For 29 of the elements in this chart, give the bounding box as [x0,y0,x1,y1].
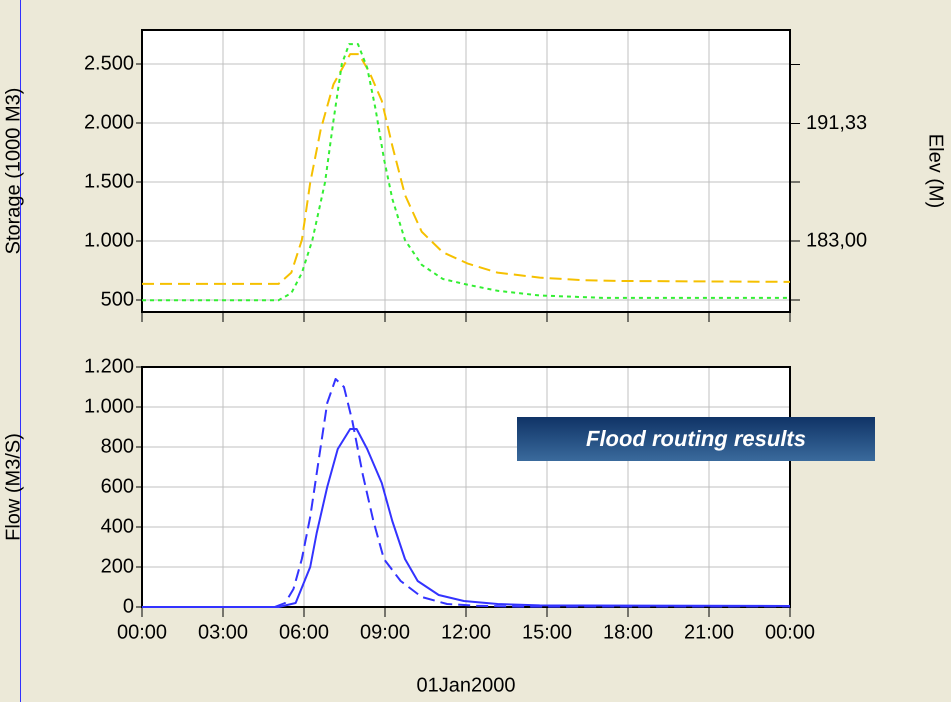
y-tick-label: 500 [100,288,134,311]
y2-tick-label: 183,00 [806,230,868,252]
y2-axis-title: Elev (M) [924,134,946,208]
x-tick-label: 12:00 [440,622,492,644]
y-tick-label: 600 [100,476,134,498]
x-tick-label: 00:00 [116,622,168,644]
x-tick-label: 00:00 [764,622,816,644]
y-tick-label: 1.000 [84,396,134,418]
x-tick-label: 03:00 [198,622,248,644]
banner-box: Flood routing results [517,417,875,461]
x-tick-label: 21:00 [684,622,734,644]
x-tick-label: 06:00 [278,622,330,644]
x-tick-label: 15:00 [522,622,572,644]
y-tick-label: 200 [100,556,134,578]
y2-tick-label: 191,33 [806,112,868,134]
annotation: Flood routing results [586,426,806,452]
y-axis-title: Storage (1000 M3) [2,88,25,254]
y-axis-title: Flow (M3/S) [2,433,25,541]
y-tick-label: 1.000 [84,230,134,252]
y-tick-label: 400 [100,516,134,538]
y-tick-label: 1.200 [84,356,134,378]
y-tick-label: 800 [100,436,134,458]
y-tick-label: 1.500 [84,170,134,193]
y-tick-label: 2.500 [84,52,134,75]
y-tick-label: 2.000 [84,112,134,134]
x-axis-title: 01Jan2000 [416,674,516,697]
x-tick-label: 18:00 [602,622,654,644]
y-tick-label: 0 [122,596,134,618]
x-tick-label: 09:00 [360,622,410,644]
